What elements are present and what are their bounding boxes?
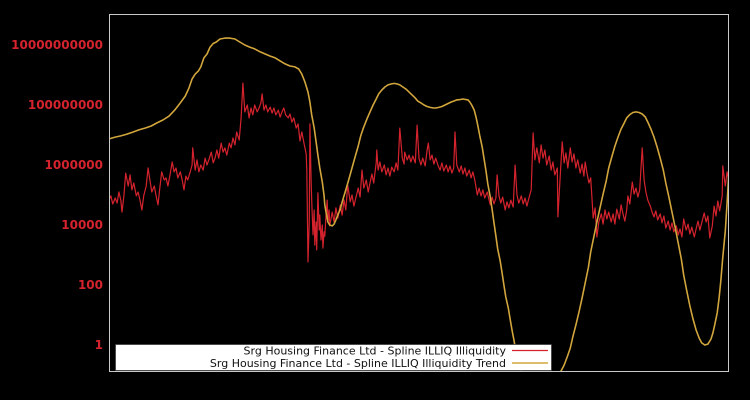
y-axis-tick-label: 10000000000 [11, 38, 103, 52]
legend: Srg Housing Finance Ltd - Spline ILLIQ I… [115, 344, 552, 371]
legend-label-illiquidity: Srg Housing Finance Ltd - Spline ILLIQ I… [244, 345, 507, 358]
series-group [109, 37, 729, 372]
legend-label-trend: Srg Housing Finance Ltd - Spline ILLIQ I… [210, 357, 506, 370]
y-axis: 1 100 10000 1000000 100000000 10000000000 [11, 38, 103, 352]
y-axis-tick-label: 100 [78, 278, 103, 292]
y-axis-tick-label: 100000000 [28, 98, 103, 112]
illiquidity-series-line [109, 82, 729, 263]
y-axis-tick-label: 10000 [61, 218, 103, 232]
y-axis-tick-label: 1000000 [45, 158, 103, 172]
trend-series-line [109, 37, 729, 372]
y-axis-tick-label: 1 [95, 338, 103, 352]
plot-frame [109, 14, 729, 372]
legend-box [115, 344, 552, 371]
